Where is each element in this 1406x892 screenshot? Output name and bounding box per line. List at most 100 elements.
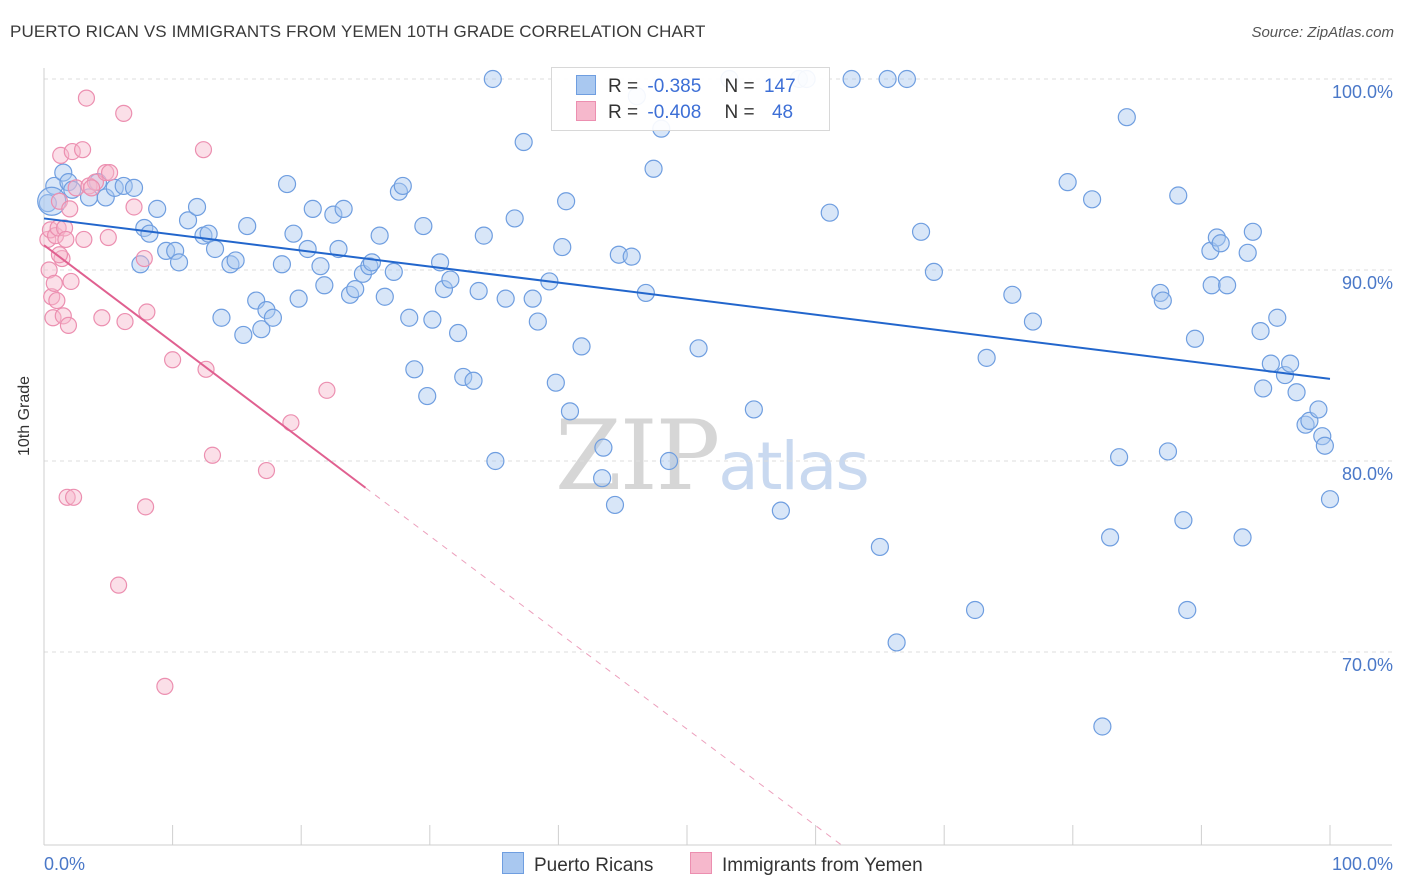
data-point — [263, 308, 283, 327]
bottom-legend-swatch-blue — [502, 852, 524, 874]
data-point — [546, 373, 565, 392]
data-point — [156, 677, 174, 695]
watermark-zip: ZIP — [555, 400, 720, 512]
data-point — [212, 308, 231, 327]
data-point — [315, 276, 334, 295]
trend-lines — [43, 217, 1331, 846]
data-point — [1309, 400, 1328, 419]
data-point — [187, 197, 207, 217]
trend-line-immigrants-from-yemen — [43, 244, 367, 489]
data-point — [64, 488, 83, 506]
data-point — [842, 69, 861, 89]
data-point — [1202, 276, 1221, 295]
data-point — [277, 174, 297, 194]
grid-lines — [44, 78, 1392, 653]
legend-swatch-blue — [576, 75, 596, 95]
data-point — [1238, 243, 1257, 262]
correlation-legend: R = -0.385 N = 147 R = -0.408 N = 48 — [551, 67, 830, 131]
data-point — [528, 312, 547, 331]
legend-r-value: -0.385 — [647, 76, 702, 97]
data-point — [340, 285, 360, 304]
series-puerto-ricans — [37, 69, 1340, 736]
data-point — [1233, 528, 1252, 547]
data-point — [1320, 490, 1340, 509]
data-point — [897, 69, 917, 89]
data-point — [448, 323, 468, 343]
data-point — [384, 262, 403, 282]
data-point — [115, 104, 133, 122]
data-point — [474, 226, 493, 245]
data-point — [97, 163, 115, 182]
data-point — [140, 224, 159, 243]
data-point — [375, 287, 394, 306]
y-tick-label: 80.0% — [1342, 464, 1393, 484]
data-point — [483, 69, 502, 89]
legend-r-value: -0.408 — [647, 102, 702, 123]
data-point — [405, 360, 424, 379]
data-point — [1254, 379, 1273, 398]
data-point — [1169, 186, 1188, 205]
legend-r-label: R = — [608, 76, 639, 97]
data-point — [178, 211, 198, 230]
legend-swatch-pink — [576, 101, 596, 121]
data-point — [75, 230, 93, 249]
data-point — [234, 325, 253, 345]
y-tick-label: 90.0% — [1342, 273, 1393, 293]
data-point — [560, 402, 580, 421]
data-point — [878, 69, 897, 89]
data-point — [1158, 442, 1178, 461]
data-point — [605, 495, 625, 515]
data-point — [318, 381, 336, 399]
data-point — [557, 192, 576, 211]
legend-n-value: 147 — [763, 76, 796, 97]
data-point — [59, 316, 78, 334]
data-point — [1268, 308, 1287, 327]
data-point — [63, 142, 81, 161]
data-point — [820, 203, 839, 222]
data-point — [414, 216, 433, 236]
data-point — [82, 179, 101, 197]
data-point — [1174, 511, 1193, 530]
data-point — [622, 247, 641, 266]
data-point — [469, 281, 488, 301]
data-point — [1251, 322, 1270, 341]
watermark-atlas: atlas — [718, 428, 869, 505]
data-point — [135, 249, 153, 268]
data-point — [1153, 291, 1172, 310]
data-point — [870, 537, 890, 557]
data-point — [346, 280, 365, 299]
data-point — [100, 163, 119, 182]
data-point — [1117, 108, 1136, 127]
data-point — [58, 488, 76, 506]
data-point — [593, 469, 612, 488]
bottom-legend-immigrants-from-yemen: Immigrants from Yemen — [690, 852, 923, 877]
data-point — [523, 289, 542, 308]
data-point — [99, 228, 117, 247]
data-point — [418, 386, 437, 406]
axes — [43, 68, 1392, 846]
data-point — [1023, 312, 1043, 331]
data-point — [109, 576, 128, 594]
data-point — [93, 309, 111, 327]
y-tick-label: 70.0% — [1342, 655, 1393, 675]
data-point — [644, 159, 663, 178]
bottom-legend-swatch-pink — [690, 852, 712, 874]
data-point — [1211, 234, 1230, 253]
data-point — [1287, 383, 1306, 402]
bottom-legend-label: Puerto Ricans — [534, 855, 654, 876]
data-point — [464, 371, 483, 390]
data-point — [370, 226, 389, 245]
data-point — [400, 308, 419, 327]
data-point — [164, 351, 182, 369]
data-point — [252, 320, 271, 339]
data-point — [1243, 222, 1262, 241]
data-point — [272, 255, 292, 274]
data-point — [238, 216, 257, 236]
data-point — [514, 132, 533, 152]
data-point — [48, 291, 66, 310]
data-point — [54, 163, 73, 182]
data-point — [887, 633, 906, 652]
data-point — [454, 367, 473, 387]
data-point — [594, 438, 613, 457]
